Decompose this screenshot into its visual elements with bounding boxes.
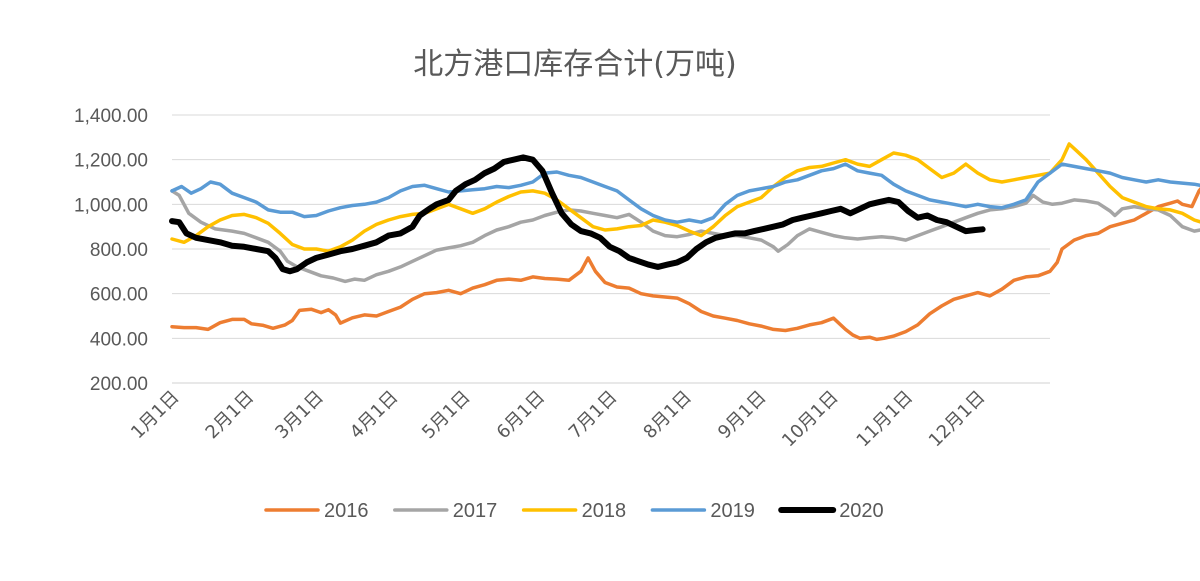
series-lines (169, 142, 1200, 342)
legend: 2016 2017 2018 2019 2020 (264, 500, 884, 522)
legend-item-2020: 2020 (778, 500, 884, 522)
series-line-2019 (170, 162, 1200, 224)
legend-item-2017: 2017 (393, 500, 498, 522)
x-tick-label: 7月1日 (565, 387, 622, 444)
x-tick-label: 1月1日 (127, 387, 184, 444)
y-tick-label: 1,200.00 (74, 151, 148, 172)
legend-label: 2019 (710, 500, 755, 522)
x-tick-label: 11月1日 (853, 387, 918, 452)
y-gridlines (172, 114, 1050, 339)
legend-item-2019: 2019 (650, 500, 755, 522)
y-axis-ticks: 200.00 400.00 600.00 800.00 1,000.00 1,200.00… (74, 106, 148, 395)
y-tick-label: 1,400.00 (74, 106, 148, 127)
legend-label: 2017 (453, 500, 498, 522)
series-line-2018 (170, 142, 1200, 253)
y-tick-label: 1,000.00 (74, 195, 148, 216)
series-line-2016 (170, 187, 1200, 342)
y-tick-label: 600.00 (90, 285, 148, 306)
y-tick-label: 800.00 (90, 240, 148, 261)
y-tick-label: 200.00 (90, 374, 148, 395)
y-tick-label: 400.00 (90, 329, 148, 350)
legend-label: 2020 (839, 500, 884, 522)
chart-title: 北方港口库存合计(万吨) (413, 47, 736, 82)
legend-label: 2016 (324, 500, 369, 522)
x-tick-label: 10月1日 (778, 387, 843, 452)
legend-item-2016: 2016 (264, 500, 369, 522)
x-tick-label: 12月1日 (925, 387, 990, 452)
x-tick-label: 6月1日 (493, 387, 550, 444)
x-axis-ticks: 1月1日 2月1日 3月1日 4月1日 5月1日 6月1日 7月1日 8月1日 9月1日 10月1… (127, 387, 989, 452)
x-tick-label: 3月1日 (271, 387, 328, 444)
x-tick-label: 8月1日 (639, 387, 696, 444)
x-tick-label: 9月1日 (714, 387, 771, 444)
series-line-2020 (169, 154, 986, 275)
legend-item-2018: 2018 (521, 500, 627, 522)
legend-label: 2018 (582, 500, 627, 522)
x-tick-label: 5月1日 (418, 387, 475, 444)
x-tick-label: 4月1日 (346, 387, 403, 444)
x-tick-label: 2月1日 (202, 387, 259, 444)
